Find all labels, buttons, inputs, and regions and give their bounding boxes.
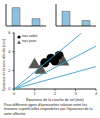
html-text:eau salée: eau salée (22, 34, 38, 38)
svg-text:0: 0 (13, 91, 16, 96)
svg-text:0: 0 (8, 86, 11, 91)
svg-text:Épaisseur de la couche de sel: Épaisseur de la couche de sel (mm) (26, 97, 83, 102)
svg-text:1: 1 (33, 91, 36, 96)
svg-text:6: 6 (8, 30, 11, 35)
svg-text:2: 2 (54, 91, 57, 96)
svg-text:Épaisseur de la zone affectée: Épaisseur de la zone affectée (mm) (1, 39, 6, 91)
svg-text:4: 4 (8, 49, 11, 54)
html-text:Pour différents types d'éprouv: Pour différents types d'éprouvettes rela… (4, 103, 93, 116)
svg-text:4: 4 (95, 91, 98, 96)
html-text:eau pure: eau pure (22, 39, 37, 43)
svg-text:2: 2 (8, 68, 11, 73)
svg-text:3: 3 (74, 91, 77, 96)
